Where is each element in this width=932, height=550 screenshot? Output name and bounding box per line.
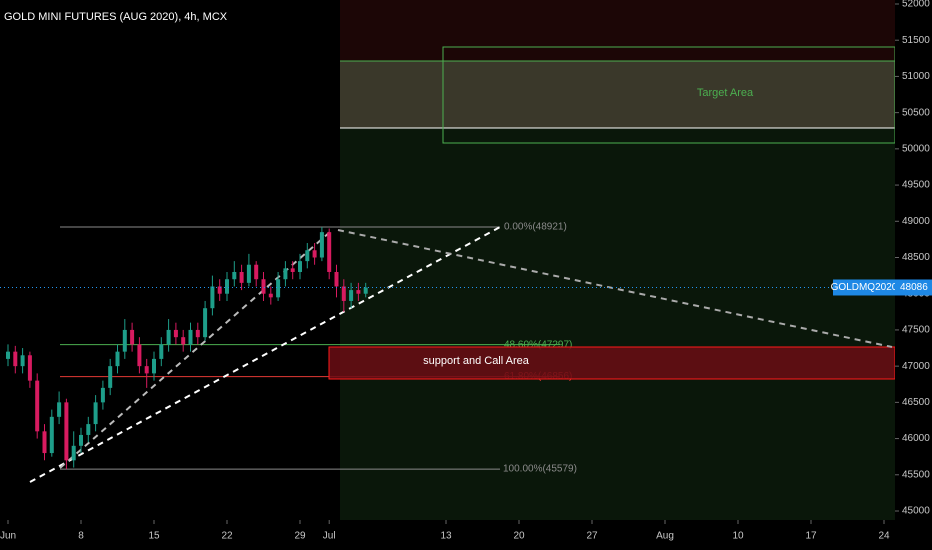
candle-body — [276, 279, 281, 298]
price-label: 48086 — [900, 282, 928, 293]
candle-body — [298, 261, 302, 272]
x-tick-label: 29 — [294, 531, 306, 542]
x-tick-label: 20 — [513, 531, 525, 542]
candle-body — [261, 279, 266, 294]
y-tick-label: 49000 — [902, 216, 930, 227]
candle-body — [319, 232, 324, 258]
x-tick-label: 8 — [78, 531, 84, 542]
candle-body — [115, 351, 120, 367]
y-tick-label: 47500 — [902, 325, 930, 336]
candle-body — [246, 264, 251, 283]
candle-body — [290, 268, 295, 272]
fib-label: 100.00%(45579) — [503, 464, 577, 475]
y-tick-label: 45500 — [902, 469, 930, 480]
candle-body — [217, 286, 222, 294]
candle-body — [144, 366, 149, 374]
trend-line — [29, 226, 501, 483]
candle-body — [356, 290, 361, 294]
y-tick-label: 47000 — [902, 361, 930, 372]
candle-body — [122, 329, 127, 352]
target-label: Target Area — [697, 87, 754, 99]
price-tag — [895, 279, 932, 296]
candle-body — [57, 402, 62, 417]
candle-body — [20, 355, 25, 367]
candle-body — [363, 287, 368, 294]
candle-body — [195, 329, 200, 338]
candle-body — [210, 286, 215, 309]
price-axis — [895, 0, 932, 550]
candle-body — [232, 271, 237, 280]
candle-body — [108, 366, 113, 388]
candle-body — [42, 431, 47, 454]
symbol-tag — [833, 279, 895, 296]
candle-body — [181, 337, 186, 345]
candle-body — [27, 355, 32, 381]
candle-body — [341, 286, 346, 301]
fib-label: 48.60%(47297) — [504, 339, 572, 350]
y-tick-label: 46500 — [902, 397, 930, 408]
candle-body — [6, 351, 10, 359]
candle-body — [173, 329, 178, 338]
candle-body — [188, 329, 193, 345]
y-tick-label: 48500 — [902, 252, 930, 263]
y-tick-label: 51500 — [902, 35, 930, 46]
candle-body — [79, 434, 83, 446]
candle-body — [49, 416, 54, 454]
x-tick-label: 22 — [221, 531, 233, 542]
x-tick-label: Aug — [656, 531, 674, 542]
x-tick-label: 27 — [586, 531, 598, 542]
x-tick-label: 13 — [440, 531, 452, 542]
x-tick-label: 24 — [878, 531, 890, 542]
x-tick-label: 10 — [732, 531, 744, 542]
support-label: support and Call Area — [423, 355, 530, 367]
y-tick-label: 50000 — [902, 143, 930, 154]
x-tick-label: Jun — [0, 531, 16, 542]
candle-body — [159, 344, 164, 359]
chart-title: GOLD MINI FUTURES (AUG 2020), 4h, MCX — [4, 11, 228, 23]
candle-body — [93, 402, 98, 425]
resistance-zone — [340, 61, 895, 128]
x-tick-label: 17 — [805, 531, 817, 542]
candle-body — [152, 358, 156, 374]
upper-zone — [340, 0, 895, 61]
fib-label: 0.00%(48921) — [504, 222, 567, 233]
candle-body — [86, 424, 91, 435]
candle-body — [349, 290, 354, 301]
candle-body — [254, 264, 259, 280]
candle-body — [35, 380, 40, 432]
y-tick-label: 51000 — [902, 71, 930, 82]
candle-body — [100, 387, 105, 403]
candle-body — [312, 250, 317, 258]
candle-body — [203, 308, 208, 338]
candle-body — [137, 344, 142, 367]
support-box — [328, 346, 896, 380]
candle-body — [239, 271, 244, 283]
y-tick-label: 45000 — [902, 506, 930, 517]
candle-body — [225, 279, 229, 294]
y-tick-label: 46000 — [902, 433, 930, 444]
x-tick-label: 15 — [148, 531, 160, 542]
y-tick-label: 52000 — [902, 0, 930, 10]
symbol-label: GOLDMQ2020 — [831, 282, 898, 293]
candle-body — [283, 268, 288, 280]
candle-body — [327, 232, 332, 272]
x-tick-label: Jul — [323, 531, 336, 542]
candle-body — [13, 351, 18, 367]
candle-body — [268, 293, 273, 298]
candle-body — [166, 329, 171, 345]
y-tick-label: 50500 — [902, 107, 930, 118]
candle-body — [334, 271, 339, 287]
y-tick-label: 49500 — [902, 180, 930, 191]
candle-body — [305, 250, 310, 262]
candle-body — [71, 445, 76, 461]
candle-body — [130, 329, 135, 345]
candle-body — [64, 402, 69, 461]
